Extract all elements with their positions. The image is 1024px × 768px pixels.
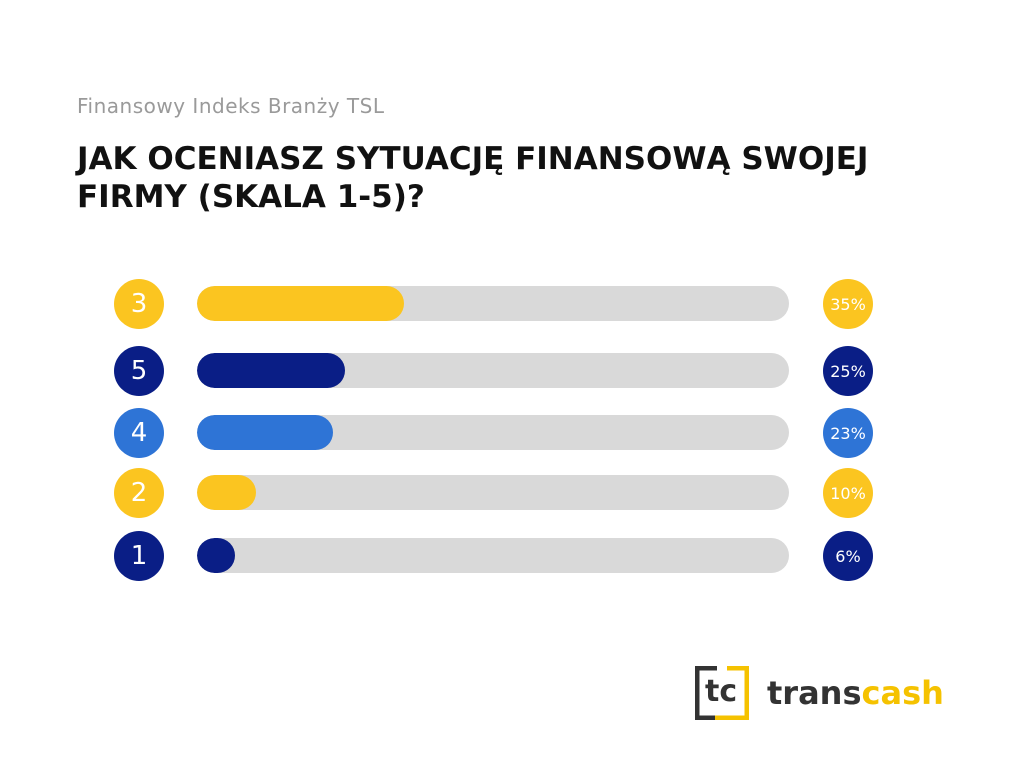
value-label: 23% (823, 408, 873, 458)
bar (197, 353, 345, 388)
bar-track (197, 353, 789, 388)
bar-track (197, 415, 789, 450)
logo-mark: tc (705, 674, 738, 709)
bar (197, 415, 334, 450)
chart-title: JAK OCENIASZ SYTUACJĘ FINANSOWĄ SWOJEJ F… (77, 141, 869, 215)
chart-subtitle: Finansowy Indeks Branży TSL (77, 94, 385, 118)
bar-row: 4 23% (0, 408, 1024, 458)
category-label: 3 (114, 279, 164, 329)
bar (197, 286, 405, 321)
logo-word-dark: trans (767, 674, 862, 712)
category-label: 1 (114, 531, 164, 581)
value-label: 6% (823, 531, 873, 581)
value-label: 10% (823, 468, 873, 518)
bar-track (197, 286, 789, 321)
bar-row: 5 25% (0, 346, 1024, 396)
bar-row: 3 35% (0, 279, 1024, 329)
logo-frame-icon (695, 666, 749, 720)
value-label: 25% (823, 346, 873, 396)
value-label: 35% (823, 279, 873, 329)
bar-track (197, 538, 789, 573)
logo-wordmark: transcash (767, 674, 944, 712)
logo-word-accent: cash (861, 674, 944, 712)
bar-row: 1 6% (0, 531, 1024, 581)
bar (197, 475, 257, 510)
bar-row: 2 10% (0, 468, 1024, 518)
bar-track (197, 475, 789, 510)
transcash-logo: tc transcash (695, 666, 944, 728)
category-label: 4 (114, 408, 164, 458)
category-label: 5 (114, 346, 164, 396)
category-label: 2 (114, 468, 164, 518)
bar (197, 538, 236, 573)
